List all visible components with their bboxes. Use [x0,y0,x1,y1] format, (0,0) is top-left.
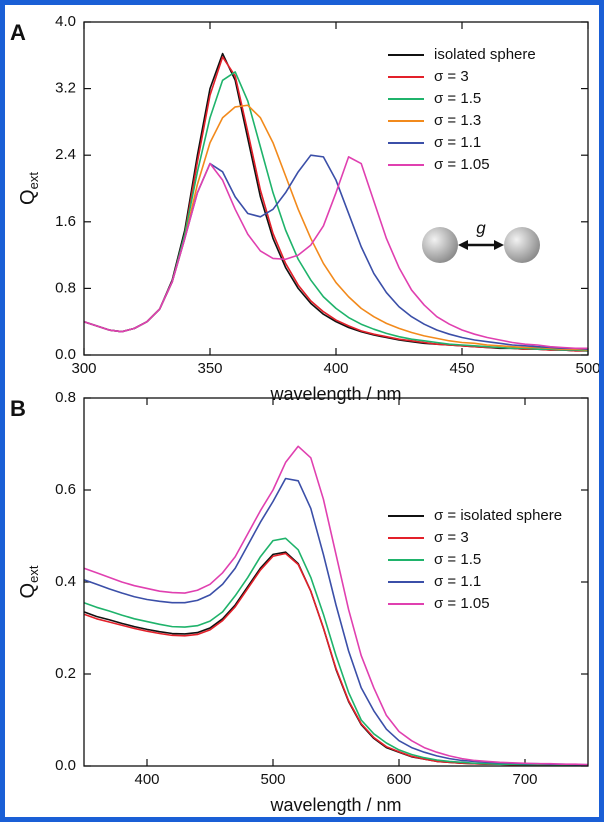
series-line [83,537,588,766]
arrow-head [494,240,504,250]
chart: 0.0 0.8 1.6 2.4 3.2 4.0 300 350 400 450 500 wavelen… [10,13,599,815]
sphere [422,227,458,263]
y-tick-label: 0.0 [55,757,76,774]
y-tick-label: 0.6 [55,481,76,498]
y-axis-label: Qext [17,565,41,598]
x-tick-label: 500 [260,771,285,788]
y-tick-label: 1.6 [55,213,76,230]
legend-label: σ = 1.05 [434,156,490,173]
y-axis-label-sub: ext [26,172,41,190]
y-tick-label: 0.2 [55,665,76,682]
series-line [83,445,589,766]
legend-label: isolated sphere [434,46,536,63]
legend-label: σ = 1.1 [434,134,481,151]
panel-label: B [10,396,26,421]
series-line [83,56,588,352]
x-axis-label: wavelength / nm [269,384,401,404]
series-line [83,551,588,766]
series-line [83,552,588,766]
x-tick-label: 300 [71,360,96,377]
plot-frame [83,397,589,767]
x-tick-label: 400 [134,771,159,788]
panel-label: A [10,20,26,45]
y-tick-label: 0.0 [55,346,76,363]
x-tick-label: 400 [323,360,348,377]
y-axis-label-sub: ext [26,565,41,583]
x-tick-label: 350 [197,360,222,377]
series-line [83,52,588,352]
x-tick-label: 600 [386,771,411,788]
y-tick-label: 0.4 [55,573,76,590]
y-tick-label: 2.4 [55,146,76,163]
legend-label: σ = 1.05 [434,595,490,612]
y-tick-label: 3.2 [55,80,76,97]
y-tick-label: 0.8 [55,389,76,406]
legend-label: σ = 3 [434,529,469,546]
legend-label: σ = 1.5 [434,551,481,568]
x-tick-label: 450 [449,360,474,377]
series-line [83,104,589,351]
sphere [504,227,540,263]
x-tick-label: 500 [575,360,599,377]
legend-label: σ = 1.3 [434,112,481,129]
legend-label: σ = isolated sphere [434,507,562,524]
series-line [83,156,588,350]
legend-label: σ = 3 [434,68,469,85]
y-axis-label-main: Q [17,189,39,205]
y-tick-label: 4.0 [55,13,76,30]
gap-label: g [476,218,486,237]
y-tick-label: 0.8 [55,279,76,296]
y-axis-label-main: Q [17,583,39,599]
y-axis-label: Qext [17,172,41,205]
legend-label: σ = 1.5 [434,90,481,107]
legend-label: σ = 1.1 [434,573,481,590]
x-axis-label: wavelength / nm [269,795,401,815]
plot-frame [83,21,589,356]
arrow-head [458,240,468,250]
x-tick-label: 700 [512,771,537,788]
